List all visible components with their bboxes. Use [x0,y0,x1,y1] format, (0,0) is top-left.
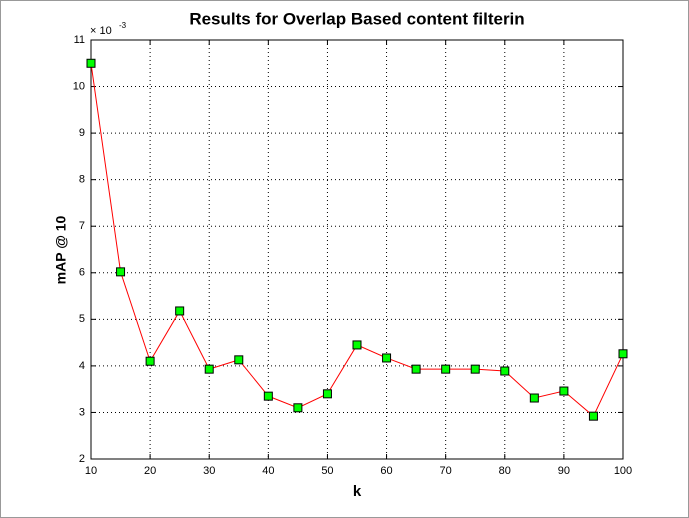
plot-area [91,40,623,459]
marker [145,356,155,366]
y-multiplier-exponent: -3 [119,21,127,30]
marker [441,364,451,374]
marker [470,364,480,374]
y-multiplier: × 10 [90,25,112,37]
marker [382,353,392,363]
chart-title: Results for Overlap Based content filter… [189,9,524,28]
x-axis-label: k [353,483,362,500]
y-tick-label: 8 [79,174,85,186]
x-tick-label: 50 [321,465,333,477]
y-tick-label: 11 [74,34,85,46]
y-tick-label: 9 [79,127,85,139]
x-tick-label: 70 [440,465,452,477]
marker [175,306,185,316]
plot-border [90,39,624,460]
marker [500,366,510,376]
marker [559,386,569,396]
x-tick-label: 90 [558,465,570,477]
y-tick-label: 5 [79,313,85,325]
marker [411,364,421,374]
x-tick-label: 60 [380,465,392,477]
y-tick-label: 3 [79,406,85,418]
x-tick-label: 20 [144,465,156,477]
y-tick-label: 10 [73,80,85,92]
marker [352,340,362,350]
x-tick-label: 30 [203,465,215,477]
y-tick-label: 2 [79,453,85,465]
y-tick-label: 6 [79,267,85,279]
x-tick-label: 80 [499,465,511,477]
marker [204,364,214,374]
x-tick-label: 40 [262,465,274,477]
marker [588,411,598,421]
x-tick-label: 100 [614,465,632,477]
marker [529,393,539,403]
marker [234,355,244,365]
marker [86,58,96,68]
y-axis-label: mAP @ 10 [53,215,69,284]
marker [293,403,303,413]
marker [322,389,332,399]
x-tick-label: 10 [85,465,97,477]
y-tick-label: 7 [79,220,85,232]
marker [618,349,628,359]
marker [116,267,126,277]
marker [263,391,273,401]
y-tick-label: 4 [79,360,85,372]
